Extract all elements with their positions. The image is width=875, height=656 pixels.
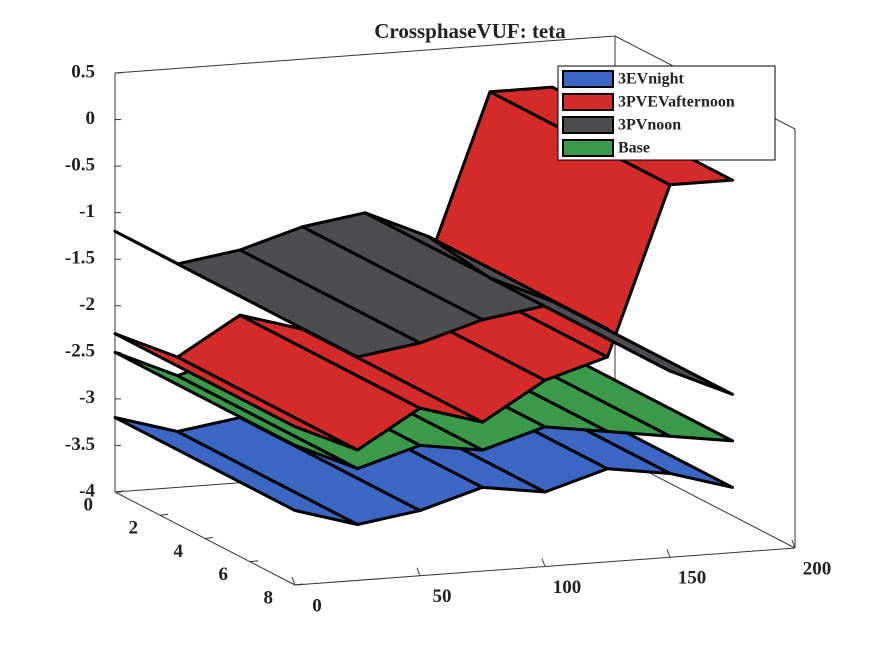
y-tick-label: 2: [129, 518, 139, 539]
legend-label: 3PVnoon: [618, 117, 681, 134]
x-tick: [666, 549, 671, 558]
surface: [113, 211, 734, 396]
legend-label: 3EVnight: [618, 71, 684, 88]
y-tick: [114, 490, 124, 493]
z-tick-label: -3: [79, 387, 95, 408]
x-tick-label: 100: [553, 577, 582, 598]
x-tick: [291, 576, 296, 586]
x-tick: [416, 567, 421, 576]
axis-line: [114, 35, 616, 74]
z-tick-label: -3.5: [65, 434, 95, 455]
y-tick-label: 0: [84, 494, 94, 515]
x-tick-label: 50: [433, 586, 452, 607]
y-tick-label: 4: [174, 541, 184, 562]
z-tick-label: -1: [79, 201, 95, 222]
x-tick: [541, 558, 546, 567]
legend-label: 3PVEVafternoon: [618, 94, 735, 111]
x-tick-label: 150: [678, 568, 707, 589]
z-tick-label: 0.5: [71, 61, 95, 82]
x-tick-label: 0: [312, 595, 322, 616]
y-tick-label: 8: [264, 587, 274, 608]
x-tick-label: 200: [803, 558, 832, 579]
legend-swatch: [562, 93, 614, 111]
y-tick: [294, 583, 304, 586]
legend: 3EVnight 3PVEVafternoon 3PVnoon Base: [557, 65, 776, 161]
legend-label: Base: [618, 140, 650, 157]
z-tick-label: -2: [79, 294, 95, 315]
z-tick-label: -1.5: [65, 248, 95, 269]
z-tick-label: -0.5: [65, 154, 95, 175]
legend-swatch: [562, 116, 614, 134]
chart-title: CrossphaseVUF: teta: [374, 19, 566, 43]
z-tick-label: -2.5: [65, 341, 95, 362]
z-tick-label: -4: [79, 480, 95, 501]
legend-swatch: [562, 139, 614, 157]
y-tick-label: 6: [219, 564, 229, 585]
legend-swatch: [562, 70, 614, 88]
z-tick-label: 0: [86, 108, 96, 129]
y-tick: [204, 537, 214, 539]
surface-patch: [488, 276, 734, 396]
y-tick: [249, 560, 259, 563]
x-tick: [791, 539, 796, 549]
y-tick: [159, 513, 169, 516]
